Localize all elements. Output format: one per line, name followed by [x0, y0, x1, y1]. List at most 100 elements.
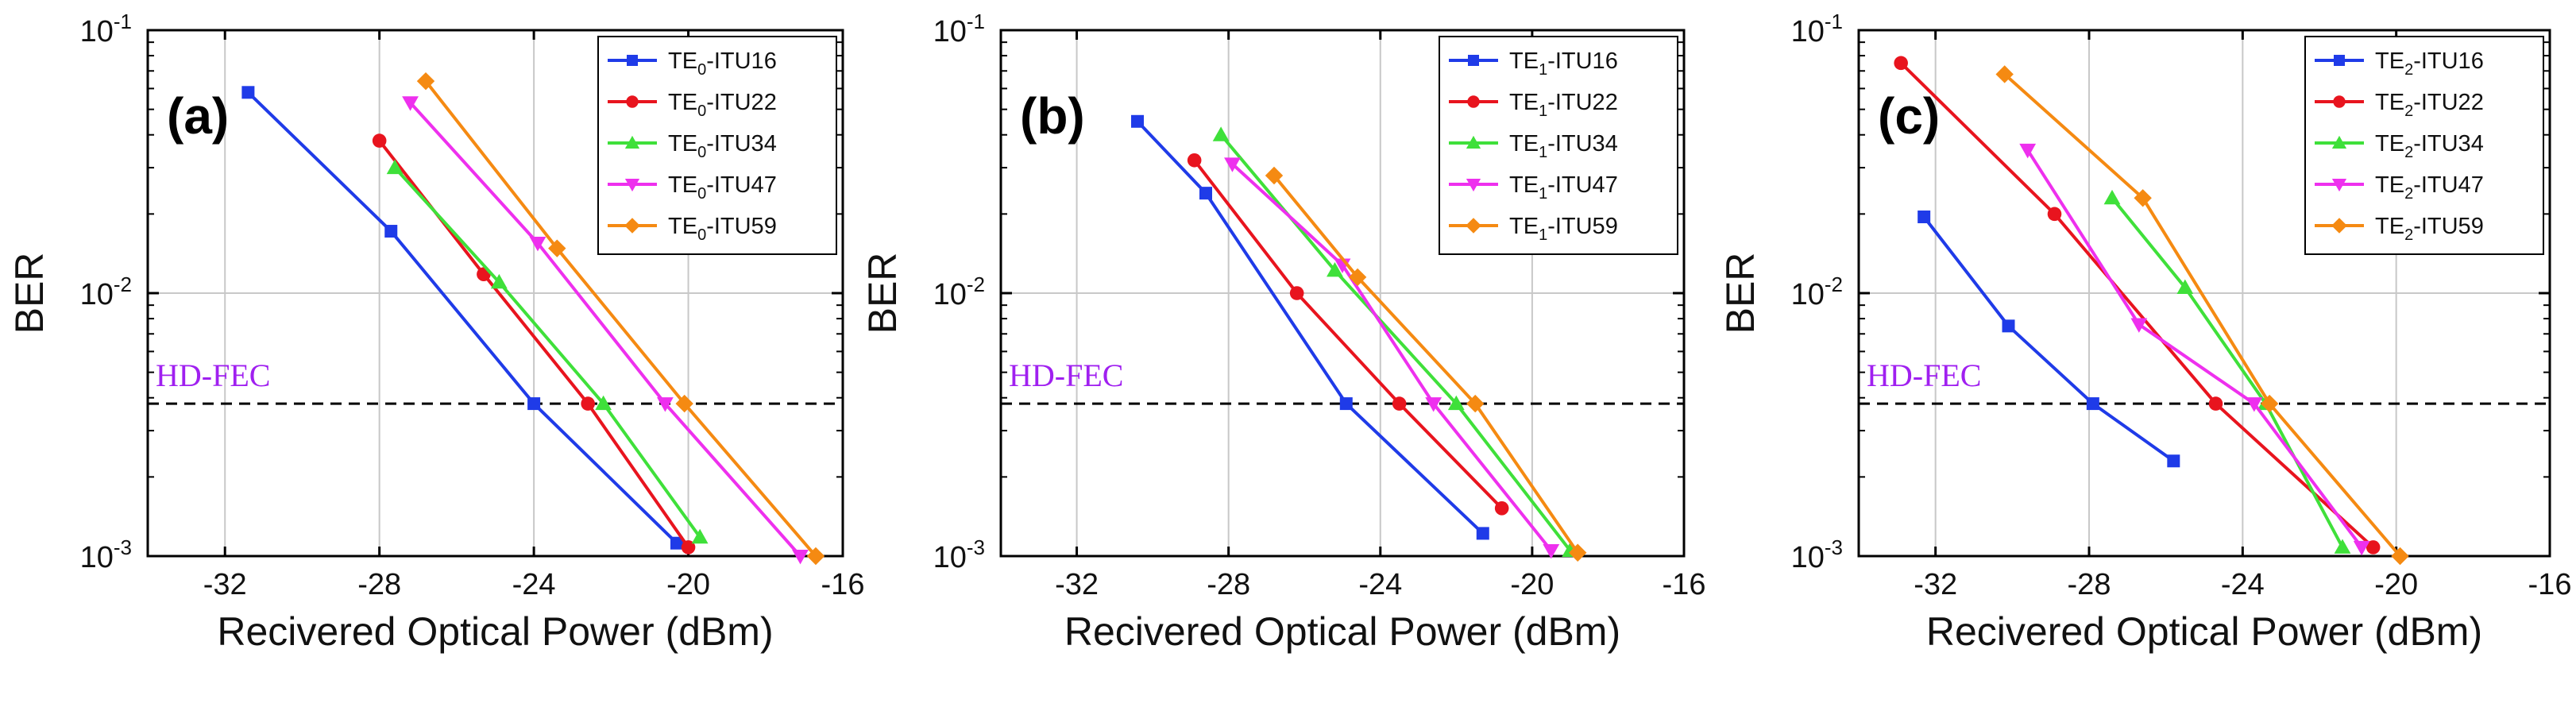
- panel-c-y-tick-label: 10-3: [1791, 535, 1843, 574]
- panel-a-line-itu47: [409, 101, 802, 558]
- panel-a-point-itu34: [691, 528, 709, 544]
- panel-c-x-axis-title: Recivered Optical Power (dBm): [1926, 609, 2482, 654]
- panel-b-legend-marker-itu34: [1466, 135, 1481, 149]
- panel-c-point-itu16: [2167, 454, 2180, 468]
- panel-a-line-itu34: [393, 166, 701, 539]
- panel-c-point-itu22: [2047, 207, 2062, 222]
- panel-b-legend-label-itu59: TE1-ITU59: [1509, 214, 1618, 244]
- panel-a-legend-box: [597, 36, 837, 255]
- panel-a-point-itu34: [490, 273, 508, 289]
- panel-b-panel-label: (b): [1020, 87, 1085, 145]
- panel-b-x-tick-label: -16: [1663, 568, 1706, 601]
- panel-b-line-itu47: [1231, 162, 1553, 552]
- panel-b-hd-fec-label: HD-FEC: [1009, 357, 1123, 393]
- panel-c-series-itu47: [2019, 143, 2370, 556]
- panel-c-point-itu34: [2334, 539, 2351, 554]
- panel-b-line-itu22: [1193, 159, 1504, 510]
- panel-a-point-itu47: [656, 397, 674, 412]
- panel-b-series-itu59: [1265, 166, 1587, 562]
- panel-b: HD-FEC -32 -28 -24 -20 -16 10-3 10-2 10-1 Reciver…: [860, 10, 1705, 654]
- panel-c-legend-marker-itu59: [2331, 218, 2347, 234]
- panel-a-legend-marker-itu47: [624, 179, 640, 192]
- panel-c-point-itu47: [2130, 318, 2148, 333]
- panel-a-series-itu34: [386, 159, 709, 544]
- panel-c-legend-label-itu22: TE2-ITU22: [2375, 90, 2484, 120]
- panel-c-point-itu34: [2103, 189, 2121, 205]
- panel-b-x-tick-label: -20: [1510, 568, 1554, 601]
- panel-b-y-tick-label: 10-1: [933, 10, 985, 48]
- panel-c-point-itu16: [1918, 210, 1931, 223]
- panel-c-line-itu16: [1922, 215, 2175, 462]
- panel-c-line-itu47: [2026, 149, 2363, 549]
- panel-b-x-tick-label: -32: [1055, 568, 1099, 601]
- panel-c-point-itu22: [1894, 56, 1908, 71]
- panel-b-legend-box: [1439, 36, 1678, 255]
- panel-b-point-itu16: [1199, 187, 1212, 200]
- panel-c-point-itu47: [2246, 397, 2263, 412]
- panel-b-series-itu16: [1131, 114, 1489, 540]
- panel-c-line-itu59: [2003, 72, 2402, 558]
- panel-b-point-itu34: [1327, 262, 1343, 277]
- panel-a-point-itu22: [681, 540, 696, 555]
- panel-c-point-itu59: [2134, 189, 2152, 207]
- panel-b-point-itu59: [1348, 268, 1367, 287]
- panel-a-point-itu22: [372, 133, 387, 148]
- panel-c-line-itu34: [2111, 197, 2344, 548]
- panel-a-point-itu16: [384, 225, 398, 238]
- panel-a-point-itu59: [806, 547, 825, 566]
- panel-a-x-axis-title: Recivered Optical Power (dBm): [217, 609, 773, 654]
- panel-b-line-itu16: [1136, 120, 1485, 535]
- panel-a-legend: TE0-ITU16 TE0-ITU22 TE0-ITU34 TE0-ITU47 TE0-…: [597, 36, 837, 255]
- panel-c-hd-fec-label: HD-FEC: [1867, 357, 1981, 393]
- panel-c-y-tick-label: 10-1: [1791, 10, 1843, 48]
- panel-b-legend-marker-itu47: [1466, 179, 1481, 192]
- panel-a-point-itu47: [792, 550, 809, 565]
- panel-c-legend-box: [2304, 36, 2544, 255]
- panel-a-y-axis-title: BER: [7, 253, 52, 334]
- panel-a-series-itu16: [241, 86, 683, 550]
- panel-c-legend-marker-itu34: [2331, 135, 2347, 149]
- panel-b-y-axis-title: BER: [860, 253, 905, 334]
- panel-a-y-tick-label: 10-2: [80, 272, 132, 311]
- panel-c-series-itu59: [1995, 65, 2409, 566]
- panel-c-legend-marker-itu16: [2334, 55, 2345, 66]
- panel-b-point-itu34: [1212, 126, 1230, 141]
- panel-a-panel-label: (a): [167, 87, 229, 145]
- panel-c-legend-label-itu34: TE2-ITU34: [2375, 131, 2484, 161]
- panel-a-legend-marker-itu22: [626, 95, 639, 108]
- panel-c-x-tick-label: -16: [2528, 568, 2572, 601]
- panel-b-y-tick-label: 10-3: [933, 535, 985, 574]
- panel-a-point-itu16: [670, 536, 683, 550]
- panel-c-point-itu59: [1995, 65, 2014, 83]
- panel-b-point-itu34: [1447, 395, 1465, 411]
- panel-b-legend-label-itu47: TE1-ITU47: [1509, 172, 1618, 203]
- panel-a-point-itu59: [548, 239, 566, 257]
- panel-b-legend-marker-itu59: [1466, 218, 1481, 234]
- panel-a-legend-label-itu47: TE0-ITU47: [668, 172, 777, 203]
- panel-c-y-tick-label: 10-2: [1791, 272, 1843, 311]
- panel-a-x-tick-label: -24: [512, 568, 556, 601]
- panel-c-x-tick-label: -32: [1914, 568, 1957, 601]
- panel-a-y-tick-label: 10-1: [80, 10, 132, 48]
- panel-c-panel-label: (c): [1878, 87, 1940, 145]
- panel-c-point-itu59: [2391, 547, 2409, 566]
- panel-c-x-tick-label: -24: [2221, 568, 2265, 601]
- panel-a-legend-label-itu16: TE0-ITU16: [668, 48, 777, 79]
- panel-c-y-axis-title: BER: [1718, 253, 1763, 334]
- panel-b-series-itu22: [1187, 153, 1509, 516]
- panel-b-point-itu16: [1476, 527, 1489, 540]
- panel-a-point-itu59: [675, 394, 693, 413]
- panel-a-x-tick-label: -32: [203, 568, 247, 601]
- panel-a-x-tick-label: -16: [821, 568, 865, 601]
- panel-a-legend-marker-itu59: [624, 218, 640, 234]
- panel-c-legend-label-itu59: TE2-ITU59: [2375, 214, 2484, 244]
- panel-b-point-itu59: [1466, 394, 1485, 413]
- panel-a-legend-label-itu59: TE0-ITU59: [668, 214, 777, 244]
- panel-a: HD-FEC -32 -28 -24 -20 -16 10-3 10-2 10-1 Reciver…: [7, 10, 864, 654]
- panel-c-x-tick-label: -28: [2068, 568, 2111, 601]
- panel-a-hd-fec-label: HD-FEC: [156, 357, 270, 393]
- panel-c-point-itu34: [2176, 279, 2194, 294]
- panel-c-point-itu47: [2353, 540, 2370, 556]
- panel-c-series-itu34: [2103, 189, 2351, 554]
- panel-c-point-itu22: [2208, 396, 2223, 411]
